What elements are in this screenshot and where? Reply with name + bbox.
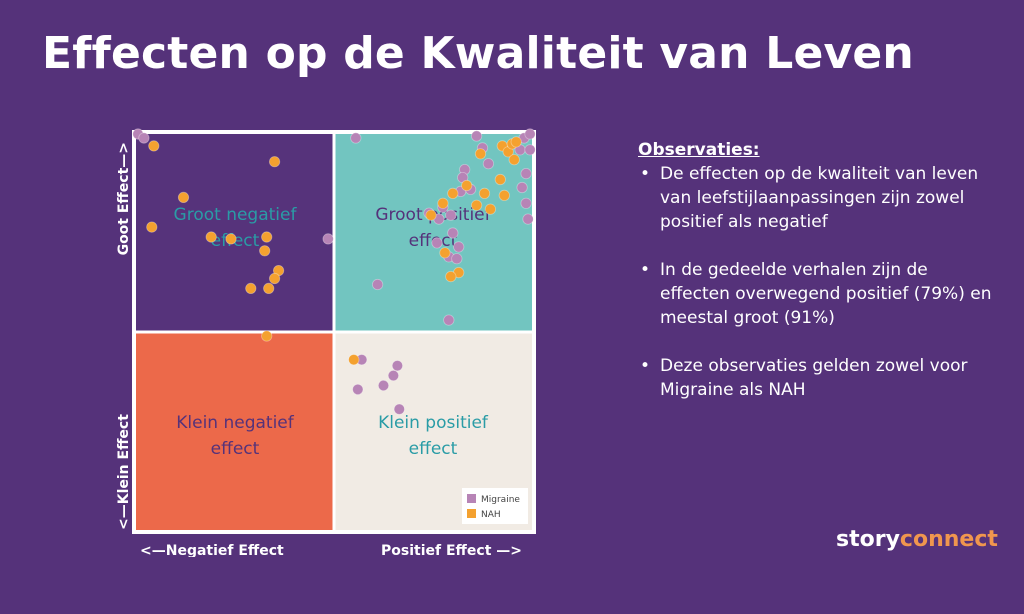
data-point-migraine [482, 158, 494, 170]
data-point-nah [225, 233, 237, 245]
legend-swatch-migraine [467, 494, 476, 503]
slide-title: Effecten op de Kwaliteit van Leven [42, 28, 914, 79]
data-point-migraine [138, 132, 150, 144]
observations-heading: Observaties: [638, 140, 760, 160]
data-point-migraine [443, 314, 455, 326]
data-point-migraine [524, 128, 536, 140]
data-point-migraine [352, 383, 364, 395]
legend-label-migraine: Migraine [481, 495, 520, 505]
observation-item: Deze observaties gelden zowel voor Migra… [638, 354, 998, 402]
data-point-migraine [451, 253, 463, 265]
data-point-migraine [516, 181, 528, 194]
data-point-nah [470, 199, 483, 211]
data-point-nah [474, 148, 487, 160]
data-point-nah [348, 354, 360, 366]
data-point-nah [478, 187, 491, 200]
observation-item: In de gedeelde verhalen zijn de effecten… [638, 258, 998, 330]
data-point-nah [148, 140, 160, 152]
quadrant-klein-negatief [136, 332, 334, 530]
legend-swatch-nah [467, 509, 476, 518]
quadrant-label-klein-negatief: effect [211, 439, 260, 459]
data-point-nah [425, 209, 437, 221]
data-point-migraine [522, 213, 534, 225]
data-point-migraine [391, 360, 403, 372]
logo-part-connect: connect [899, 527, 998, 552]
legend-label-nah: NAH [481, 510, 501, 520]
storyconnect-logo: storyconnect [836, 527, 998, 552]
data-point-nah [510, 136, 522, 148]
data-point-nah [205, 231, 217, 243]
data-point-migraine [377, 379, 390, 392]
quadrant-label-klein-positief: effect [409, 439, 458, 459]
data-point-nah [461, 179, 473, 192]
data-point-nah [146, 221, 158, 233]
data-point-migraine [371, 278, 384, 291]
logo-part-story: story [836, 527, 900, 552]
data-point-migraine [524, 144, 536, 156]
data-point-migraine [431, 237, 443, 249]
observations-panel: Observaties: De effecten op de kwaliteit… [638, 138, 998, 426]
y-axis-label-bottom: <—Klein Effect [116, 414, 132, 530]
quadrant-chart: Groot negatiefeffectGroot positiefeffect… [100, 122, 550, 561]
quadrant-label-klein-negatief: Klein negatief [176, 413, 295, 433]
data-point-migraine [393, 403, 405, 415]
data-point-nah [263, 282, 275, 294]
data-point-nah [445, 271, 457, 283]
data-point-migraine [447, 227, 459, 239]
data-point-nah [437, 197, 449, 209]
observations-list: De effecten op de kwaliteit van leven va… [638, 162, 998, 402]
data-point-migraine [520, 197, 532, 209]
data-point-migraine [322, 233, 334, 245]
data-point-nah [177, 191, 190, 204]
data-point-migraine [453, 241, 465, 253]
data-point-nah [269, 272, 281, 285]
data-point-nah [261, 330, 273, 342]
data-point-migraine [520, 167, 532, 180]
data-point-nah [494, 173, 506, 186]
y-axis-label-top: Goot Effect—> [116, 142, 132, 255]
observation-item: De effecten op de kwaliteit van leven va… [638, 162, 998, 234]
quadrant-groot-negatief [136, 134, 334, 332]
data-point-nah [269, 156, 281, 168]
data-point-nah [508, 154, 520, 166]
x-axis-label-positive: Positief Effect —> [381, 543, 522, 557]
x-axis-label-negative: <—Negatief Effect [140, 543, 284, 557]
data-point-nah [447, 187, 459, 200]
quadrant-label-klein-positief: Klein positief [378, 413, 489, 433]
quadrant-groot-positief [334, 134, 532, 332]
data-point-nah [484, 203, 496, 215]
data-point-nah [439, 247, 451, 259]
data-point-nah [261, 231, 273, 243]
data-point-migraine [470, 130, 483, 142]
data-point-nah [245, 282, 257, 294]
data-point-nah [259, 245, 271, 257]
data-point-migraine [387, 370, 399, 382]
quadrant-label-groot-negatief: Groot negatief [174, 205, 298, 225]
data-point-nah [498, 189, 510, 202]
data-point-migraine [350, 132, 362, 144]
data-point-migraine [445, 209, 457, 221]
